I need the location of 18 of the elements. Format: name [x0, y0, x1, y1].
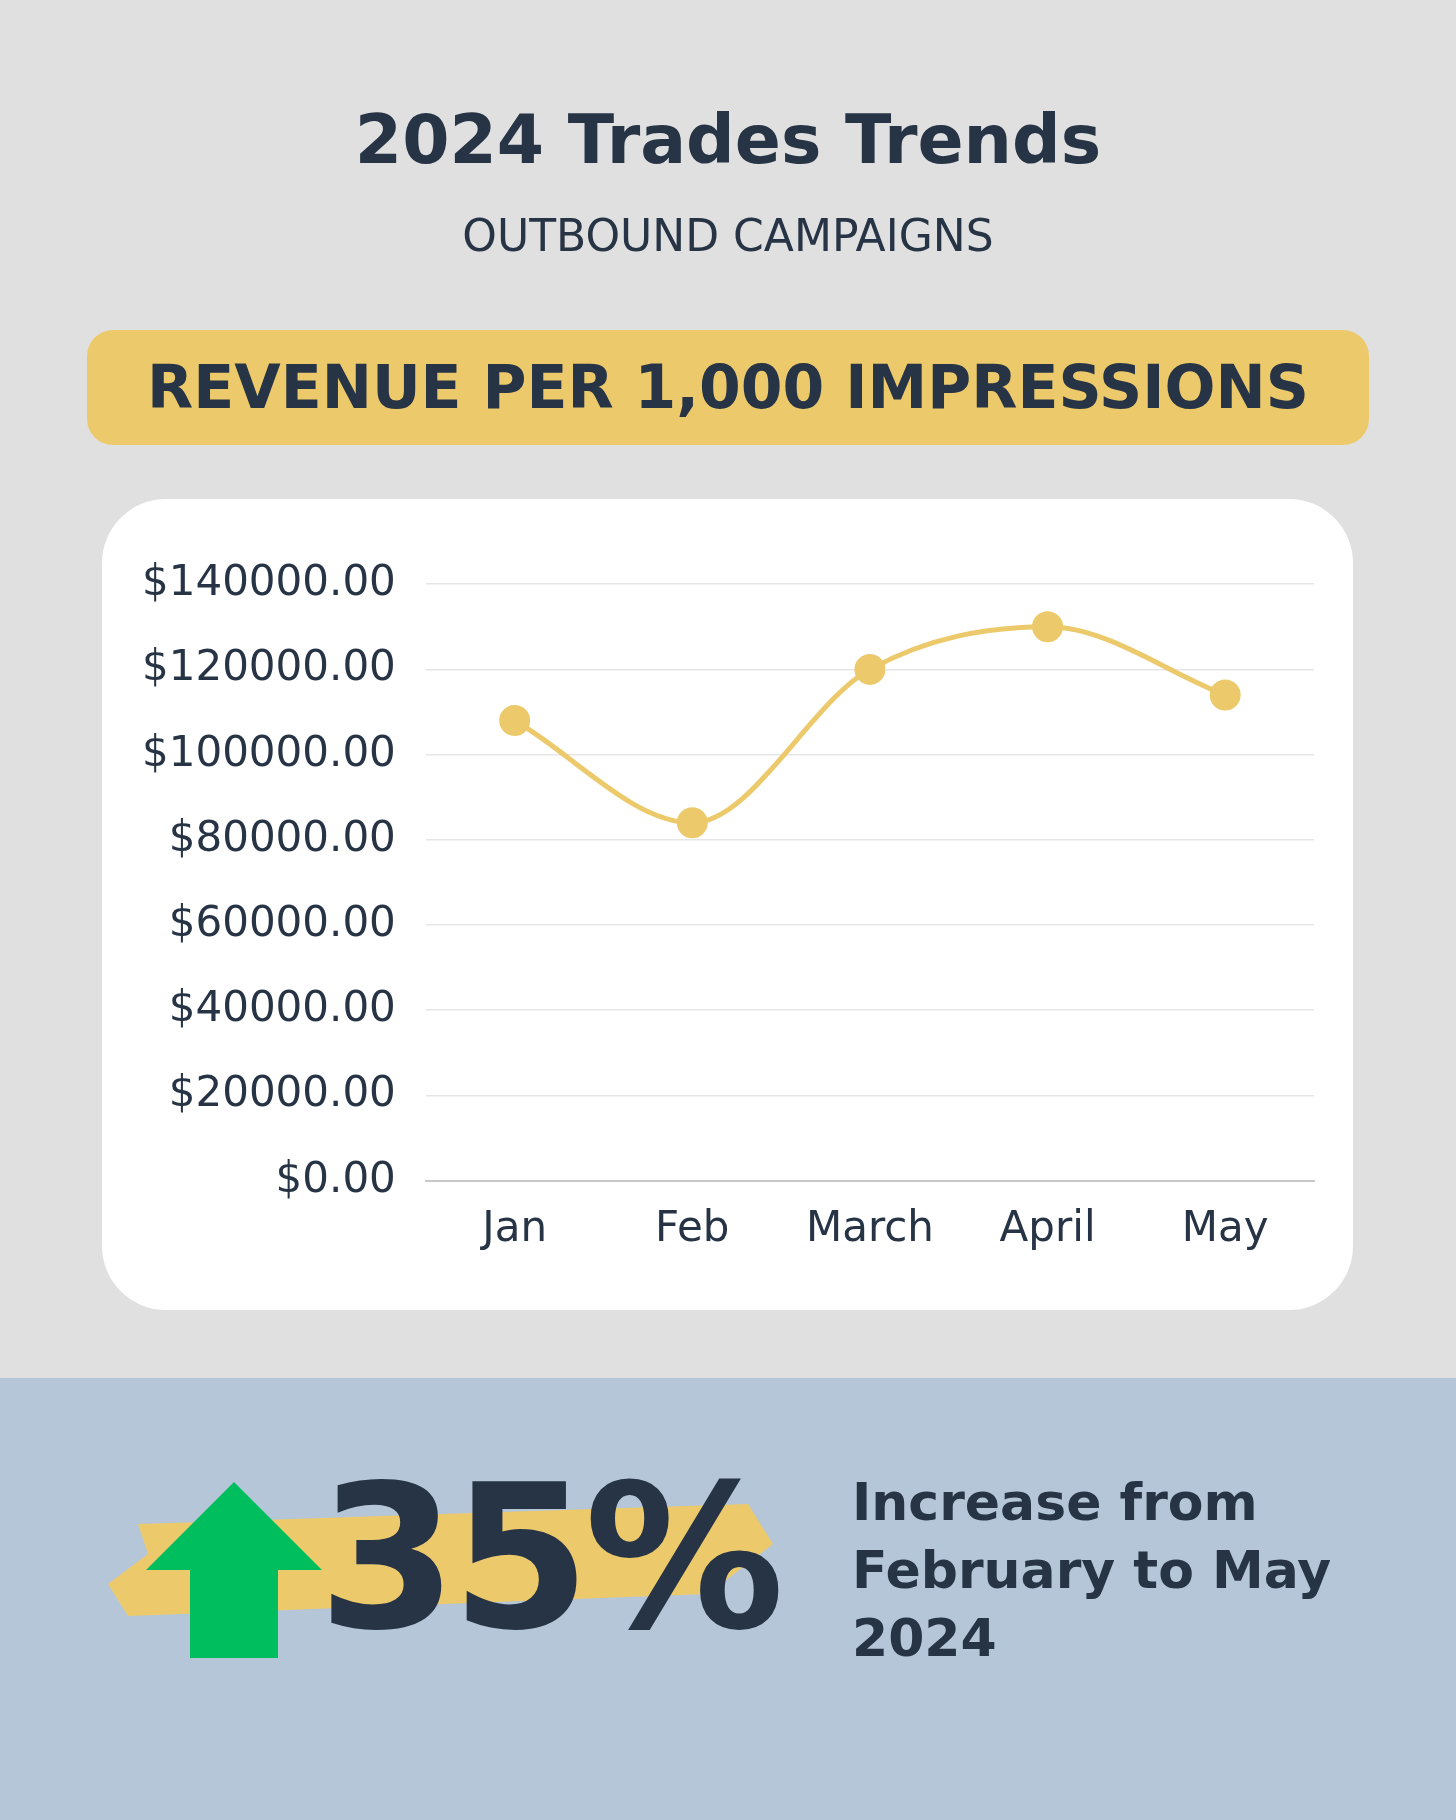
y-tick-label: $120000.00: [141, 641, 396, 691]
y-tick-label: $20000.00: [168, 1067, 396, 1117]
x-tick-label: May: [1181, 1201, 1269, 1251]
y-tick-label: $60000.00: [168, 896, 396, 946]
text: 35%: [318, 1440, 779, 1676]
chart-subtitle: OUTBOUND CAMPAIGNS: [461, 210, 995, 261]
y-tick-label: $0.00: [275, 1152, 396, 1202]
y-tick-label: $140000.00: [141, 556, 396, 606]
y-tick-label: $40000.00: [168, 982, 396, 1032]
y-tick-label: $100000.00: [141, 726, 396, 776]
chart-title: 2024 Trades Trends: [353, 100, 1103, 179]
y-tick-label: $80000.00: [168, 811, 396, 861]
x-tick-label: March: [805, 1201, 934, 1251]
text: REVENUE PER 1,000 IMPRESSIONS: [87, 330, 1369, 445]
x-tick-label: Jan: [479, 1201, 548, 1251]
text: Increase from February to May 2024: [852, 1471, 1333, 1670]
x-tick-label: Feb: [655, 1201, 730, 1251]
x-tick-label: April: [999, 1201, 1096, 1251]
